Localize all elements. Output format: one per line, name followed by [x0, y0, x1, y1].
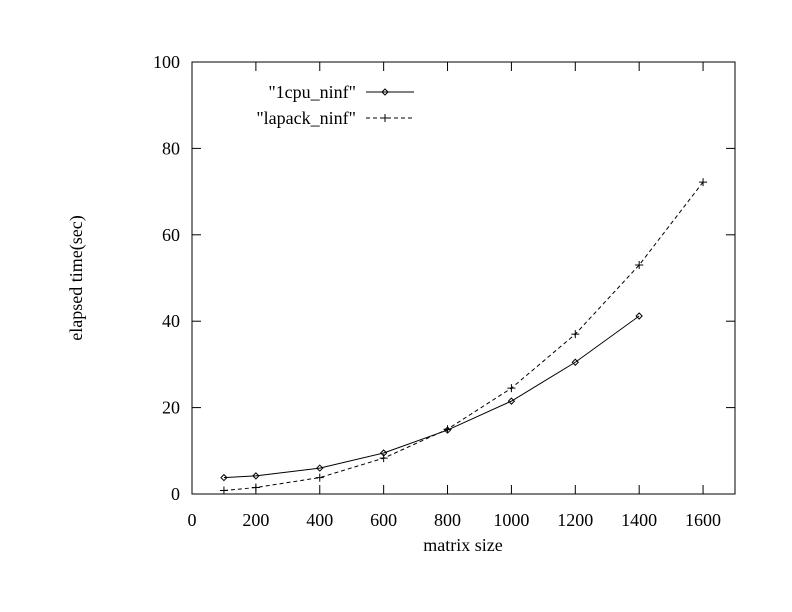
data-point	[316, 464, 324, 472]
x-tick-label: 400	[306, 510, 333, 530]
series-line	[223, 315, 640, 479]
y-tick-label: 40	[162, 311, 180, 331]
data-point	[219, 486, 228, 495]
data-point	[635, 312, 643, 320]
x-tick-label: 200	[242, 510, 269, 530]
data-point	[635, 261, 644, 270]
x-tick-label: 0	[188, 510, 197, 530]
x-tick-label: 600	[370, 510, 397, 530]
y-tick-label: 100	[153, 52, 180, 72]
data-point	[443, 425, 452, 434]
legend: "1cpu_ninf" "lapack_ninf"	[256, 82, 414, 128]
x-tick-label: 1000	[493, 510, 529, 530]
data-point	[571, 330, 580, 339]
data-point	[379, 454, 388, 463]
data-point	[315, 473, 324, 482]
legend-marker	[381, 114, 389, 122]
series-layer	[219, 178, 708, 495]
y-tick-label: 20	[162, 398, 180, 418]
tick-labels: 0 200 400 600 800 1000 1200 1400 1600 0 20 40 60 80 10…	[153, 52, 721, 530]
y-tick-label: 0	[171, 484, 180, 504]
x-axis-label: matrix size	[423, 535, 502, 555]
data-point	[571, 358, 580, 366]
x-tick-label: 800	[434, 510, 461, 530]
series-line	[223, 181, 704, 492]
data-point	[251, 483, 260, 492]
series-2	[219, 178, 708, 495]
plot-frame	[191, 61, 736, 495]
legend-label: "lapack_ninf"	[256, 108, 356, 128]
data-point	[220, 473, 228, 482]
legend-label: "1cpu_ninf"	[268, 82, 356, 102]
x-tick-label: 1200	[557, 510, 593, 530]
data-point	[507, 384, 516, 393]
data-point	[252, 472, 260, 480]
axis-ticks	[191, 61, 735, 495]
legend-marker	[381, 88, 389, 96]
data-point	[699, 178, 708, 187]
data-point	[507, 397, 516, 405]
y-tick-label: 60	[162, 225, 180, 245]
y-axis-label: elapsed time(sec)	[66, 215, 87, 340]
x-tick-label: 1600	[685, 510, 721, 530]
x-tick-label: 1400	[621, 510, 657, 530]
series-1	[220, 312, 643, 482]
y-tick-label: 80	[162, 138, 180, 158]
